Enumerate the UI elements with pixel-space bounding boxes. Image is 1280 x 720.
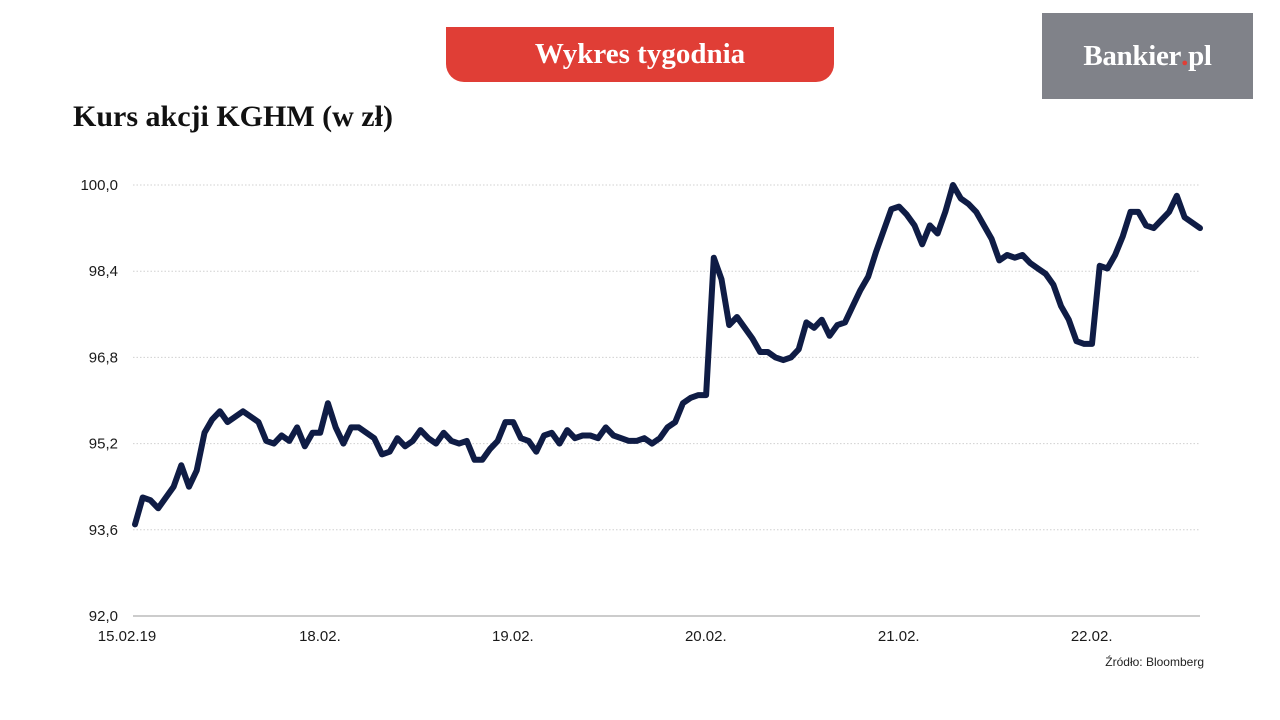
x-tick-label: 19.02.	[492, 628, 534, 645]
x-tick-label: 20.02.	[685, 628, 727, 645]
banner-label: Wykres tygodnia	[534, 38, 746, 70]
series	[132, 182, 1203, 528]
y-tick-label: 92,0	[89, 608, 118, 625]
x-tick-label: 18.02.	[299, 628, 341, 645]
y-tick-label: 95,2	[89, 436, 118, 453]
logo-suffix: pl	[1188, 39, 1212, 72]
x-tick-label: 21.02.	[878, 628, 920, 645]
y-tick-label: 93,6	[89, 522, 118, 539]
y-tick-label: 100,0	[80, 177, 118, 194]
chart-title: Kurs akcji KGHM (w zł)	[73, 100, 393, 133]
bankier-logo: Bankier. pl	[1042, 13, 1253, 99]
x-tick-label: 15.02.19	[98, 628, 156, 645]
logo-main: Bankier	[1083, 39, 1182, 72]
tick-labels: 92,0 93,6 95,2 96,8 98,4 100,0 15.02.19 18.02. 1…	[80, 177, 1112, 645]
source-note: Źródło: Bloomberg	[1105, 655, 1204, 669]
logo-dot: .	[1181, 39, 1189, 72]
y-tick-label: 96,8	[89, 349, 118, 366]
chart-of-the-week-banner: Wykres tygodnia	[446, 27, 834, 82]
x-tick-label: 22.02.	[1071, 628, 1113, 645]
series-line-kghm	[132, 182, 1203, 528]
y-tick-label: 98,4	[89, 263, 118, 280]
gridlines	[133, 184, 1200, 531]
